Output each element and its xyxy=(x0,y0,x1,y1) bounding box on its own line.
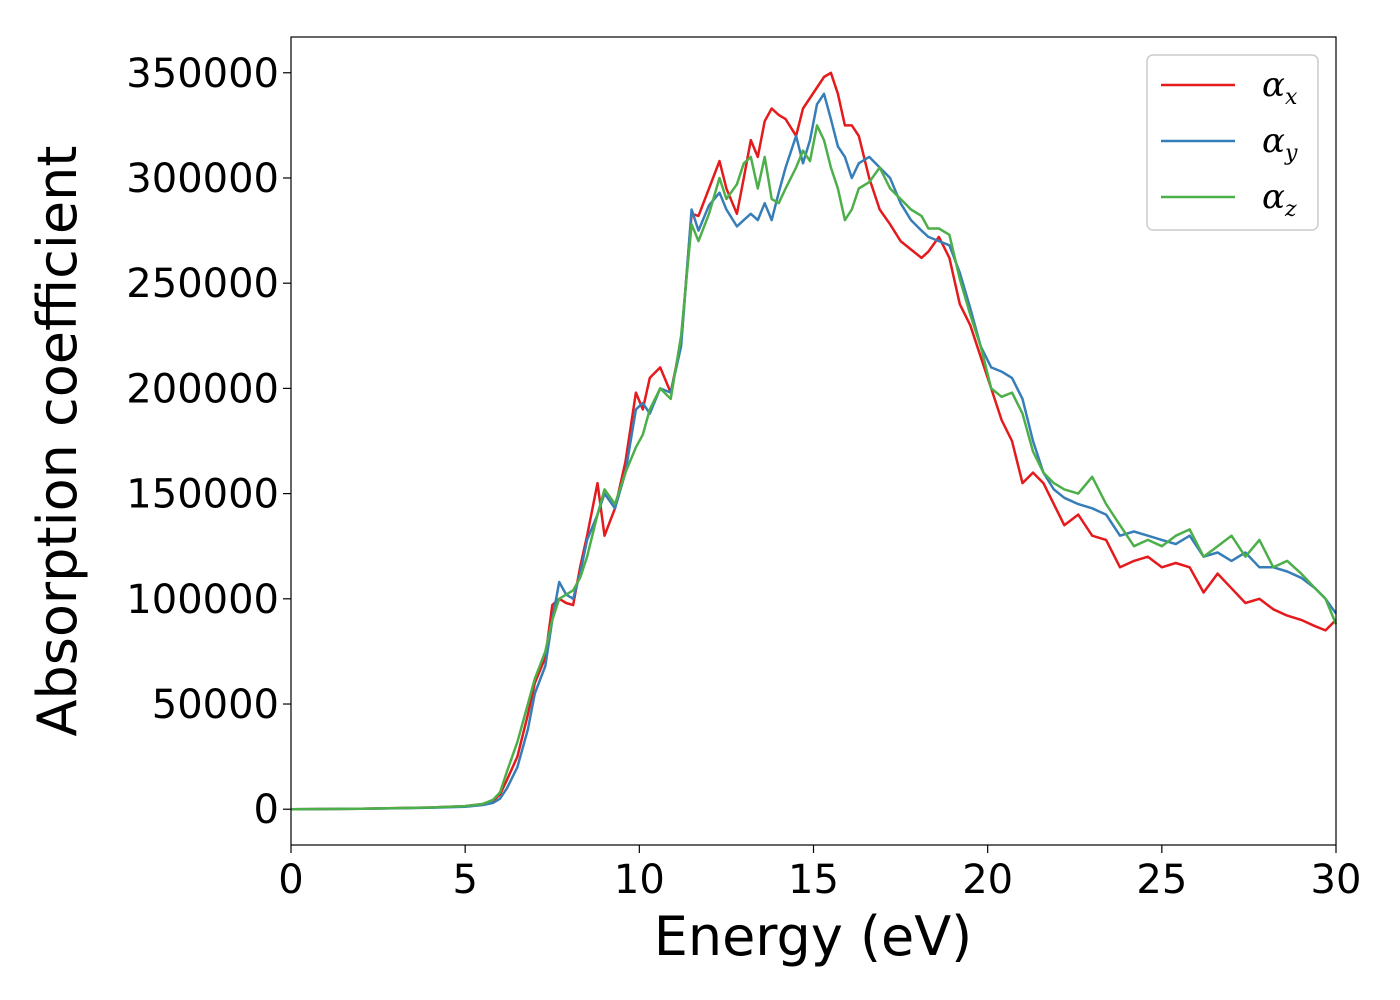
y-tick-label: 150000 xyxy=(126,472,279,518)
x-tick-label: 20 xyxy=(962,857,1013,903)
series-line-alpha_z xyxy=(290,124,1338,811)
x-tick-label: 25 xyxy=(1136,857,1187,903)
series-line-alpha_x xyxy=(290,71,1337,811)
legend-label-alpha_x: αx xyxy=(1262,65,1298,110)
legend-subscript: y xyxy=(1284,141,1298,166)
legend-box xyxy=(1146,54,1319,231)
x-axis-ticks: 0 5 10 15 20 25 30 xyxy=(278,845,1361,903)
x-tick-label: 0 xyxy=(278,857,303,903)
x-tick-label: 5 xyxy=(452,857,477,903)
x-tick-label: 10 xyxy=(614,857,665,903)
legend-symbol: α xyxy=(1262,65,1285,105)
y-tick-label: 250000 xyxy=(126,261,279,307)
y-tick-label: 350000 xyxy=(126,51,279,97)
legend-symbol: α xyxy=(1262,177,1285,217)
legend-subscript: z xyxy=(1284,197,1297,222)
y-tick-label: 100000 xyxy=(126,577,279,623)
series-lines xyxy=(290,71,1338,811)
legend-subscript: x xyxy=(1285,85,1298,110)
y-axis-ticks: 0 50000 100000 150000 200000 250000 300000 3500… xyxy=(126,51,291,833)
x-axis-title: Energy (eV) xyxy=(654,905,973,968)
x-tick-label: 30 xyxy=(1311,857,1362,903)
legend-symbol: α xyxy=(1262,121,1285,161)
legend-label-alpha_y: αy xyxy=(1262,121,1298,166)
series-line-alpha_y xyxy=(290,92,1338,811)
y-tick-label: 0 xyxy=(254,787,279,833)
y-tick-label: 50000 xyxy=(152,682,279,728)
x-tick-label: 15 xyxy=(788,857,839,903)
y-axis-title: Absorption coefficient xyxy=(26,146,89,737)
legend-label-alpha_z: αz xyxy=(1262,177,1297,222)
y-tick-label: 300000 xyxy=(126,156,279,202)
y-tick-label: 200000 xyxy=(126,366,279,412)
